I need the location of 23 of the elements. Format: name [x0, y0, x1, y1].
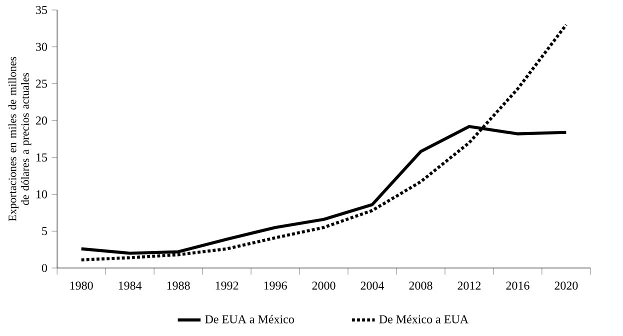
x-tick-label: 2004 [360, 282, 384, 290]
x-tick-label: 1988 [167, 282, 190, 290]
y-tick-label: 25 [36, 80, 48, 88]
y-axis-title: Exportaciones en miles de millones de dólares a precios actuales [8, 56, 32, 222]
x-tick-label: 1980 [70, 282, 93, 290]
x-tick-label: 1984 [118, 282, 142, 290]
y-tick-label: 0 [42, 264, 48, 272]
y-tick-label: 5 [42, 227, 48, 236]
legend-label: De México a EUA [379, 314, 468, 324]
y-tick-label: 35 [36, 6, 48, 14]
y-tick-label: 20 [36, 116, 48, 125]
x-tick-label: 2016 [506, 282, 530, 290]
line-series [80, 23, 568, 262]
x-tick-label: 2008 [409, 282, 432, 290]
y-tick-label: 10 [36, 190, 48, 198]
x-tick-label: 2012 [458, 282, 481, 290]
y-tick-label: 15 [36, 153, 48, 162]
x-tick-label: 2000 [312, 282, 336, 290]
x-tick-label: 2020 [554, 282, 578, 290]
x-tick-label: 1992 [216, 282, 238, 290]
y-tick-label: 30 [36, 42, 48, 51]
x-tick-label: 1996 [264, 282, 287, 290]
legend-label: De EUA a México [205, 314, 294, 324]
